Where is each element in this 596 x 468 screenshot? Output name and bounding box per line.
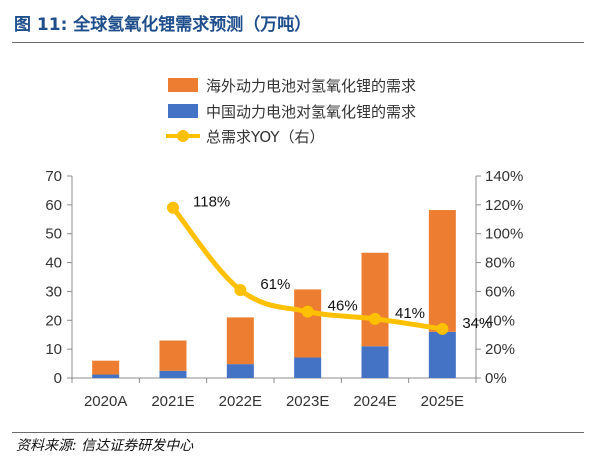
bar-overseas-demand bbox=[428, 210, 456, 332]
y-left-tick-label: 0 bbox=[54, 370, 62, 387]
yoy-point bbox=[369, 312, 381, 325]
y-left-tick-label: 50 bbox=[45, 226, 62, 243]
bar-china-demand bbox=[226, 364, 254, 378]
y-right-tick-label: 80% bbox=[485, 255, 515, 272]
chart-title: 图 11: 全球氢氧化锂需求预测（万吨） bbox=[14, 15, 312, 35]
y-left-tick-label: 30 bbox=[45, 283, 62, 300]
x-tick-label: 2021E bbox=[151, 393, 194, 410]
bar-china-demand bbox=[428, 331, 456, 378]
legend-marker-yoy bbox=[177, 130, 189, 142]
y-right-tick-label: 100% bbox=[485, 226, 523, 243]
source-divider bbox=[12, 432, 584, 433]
bar-overseas-demand bbox=[361, 252, 389, 347]
title-divider bbox=[12, 42, 584, 43]
legend-label-china: 中国动力电池对氢氧化锂的需求 bbox=[206, 103, 416, 121]
y-left-tick-label: 60 bbox=[45, 197, 62, 214]
bar-china-demand bbox=[159, 370, 187, 378]
y-right-tick-label: 40% bbox=[485, 312, 515, 329]
x-tick-label: 2020A bbox=[84, 393, 127, 410]
legend-label-yoy: 总需求YOY（右） bbox=[206, 128, 325, 146]
y-left-tick-label: 40 bbox=[45, 255, 62, 272]
bar-overseas-demand bbox=[92, 360, 120, 375]
x-tick-label: 2025E bbox=[421, 393, 464, 410]
y-left-tick-label: 10 bbox=[45, 341, 62, 358]
yoy-data-label: 46% bbox=[328, 298, 358, 315]
bar-china-demand bbox=[361, 346, 389, 378]
x-tick-label: 2024E bbox=[353, 393, 396, 410]
source-note: 资料来源: 信达证券研发中心 bbox=[16, 438, 194, 454]
bar-china-demand bbox=[294, 357, 322, 378]
yoy-data-label: 41% bbox=[395, 305, 425, 322]
x-tick-label: 2022E bbox=[219, 393, 262, 410]
y-right-tick-label: 140% bbox=[485, 168, 523, 185]
legend-swatch-china bbox=[168, 104, 198, 118]
yoy-point bbox=[234, 283, 247, 296]
y-right-tick-label: 120% bbox=[485, 197, 523, 214]
y-left-tick-label: 20 bbox=[45, 312, 62, 329]
axes: 0 10 20 30 40 50 60 70 0% 20% 40% 60% 80% 100% 120% 140… bbox=[45, 168, 523, 410]
y-right-tick-label: 0% bbox=[485, 370, 507, 387]
y-right-tick-label: 60% bbox=[485, 283, 515, 300]
bar-overseas-demand bbox=[159, 340, 187, 371]
yoy-point bbox=[301, 305, 314, 318]
yoy-data-label: 61% bbox=[260, 276, 290, 293]
legend-label-overseas: 海外动力电池对氢氧化锂的需求 bbox=[206, 77, 416, 95]
bars bbox=[92, 210, 456, 378]
y-left-tick-label: 70 bbox=[45, 168, 62, 185]
yoy-data-label: 34% bbox=[462, 315, 492, 332]
legend-swatch-overseas bbox=[168, 78, 198, 92]
x-tick-label: 2023E bbox=[286, 393, 329, 410]
yoy-data-label: 118% bbox=[193, 194, 230, 211]
bar-china-demand bbox=[92, 374, 120, 378]
yoy-point bbox=[436, 322, 449, 335]
y-right-tick-label: 20% bbox=[485, 341, 515, 358]
bar-overseas-demand bbox=[226, 317, 254, 365]
bar-overseas-demand bbox=[294, 289, 322, 358]
yoy-line: 118% 61% 46% 41% 34% bbox=[167, 194, 492, 335]
yoy-point bbox=[167, 201, 179, 214]
